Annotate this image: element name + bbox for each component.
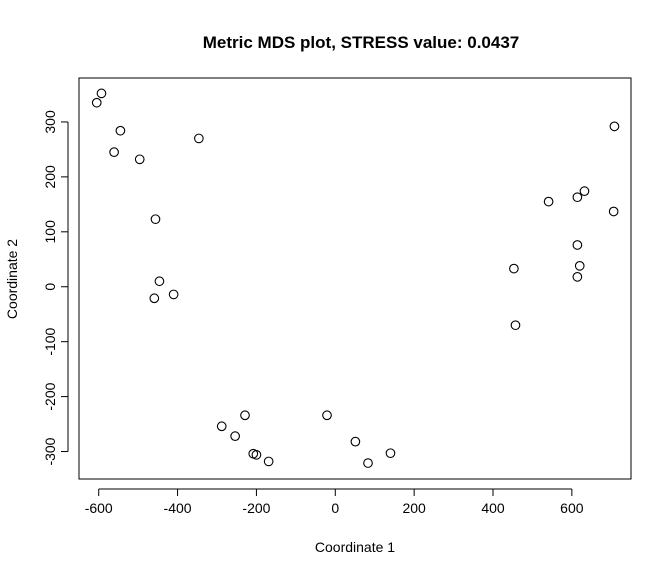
x-tick-label: -400: [164, 500, 192, 516]
x-tick-label: -200: [242, 500, 270, 516]
data-point: [216, 421, 227, 432]
data-point: [608, 206, 619, 217]
y-tick-label: -100: [42, 327, 58, 355]
data-point: [149, 293, 160, 304]
data-point: [509, 263, 519, 274]
data-point: [168, 289, 179, 300]
data-point: [150, 214, 161, 225]
data-point: [240, 410, 250, 421]
data-point: [230, 431, 240, 442]
y-tick-label: 300: [42, 110, 58, 134]
x-axis: -600 -400 -200 0 200 400 600: [85, 488, 584, 516]
x-tick-label: 0: [331, 500, 339, 516]
x-tick-label: 400: [481, 500, 505, 516]
plot-area-frame: [78, 77, 632, 480]
data-point: [154, 276, 165, 287]
data-point: [363, 458, 373, 468]
data-point: [115, 125, 126, 136]
data-point: [574, 261, 585, 271]
data-point: [263, 456, 274, 467]
data-point: [91, 97, 102, 108]
y-tick-label: 0: [42, 283, 58, 291]
x-tick-label: 600: [560, 500, 584, 516]
data-point: [322, 410, 332, 421]
y-tick-label: 100: [42, 220, 58, 244]
data-point: [572, 272, 583, 282]
data-point: [609, 121, 620, 132]
y-tick-label: -300: [42, 437, 58, 465]
x-tick-label: -600: [85, 500, 113, 516]
data-point: [251, 449, 262, 460]
data-point: [96, 88, 107, 99]
data-point: [194, 133, 204, 144]
y-axis-label: Coordinate 2: [4, 239, 20, 319]
y-tick-label: -200: [42, 382, 58, 410]
y-tick-label: 200: [42, 165, 58, 189]
data-point: [134, 154, 145, 165]
data-point: [350, 436, 361, 447]
x-tick-label: 200: [402, 500, 426, 516]
data-point: [510, 320, 521, 331]
data-point: [109, 147, 119, 158]
chart-title: Metric MDS plot, STRESS value: 0.0437: [203, 33, 519, 52]
data-point: [543, 196, 554, 207]
x-axis-label: Coordinate 1: [315, 539, 395, 555]
data-point: [572, 240, 583, 250]
data-point: [579, 186, 590, 197]
y-axis: -300 -200 -100 0 100 200 300: [42, 110, 69, 466]
data-point: [385, 448, 396, 459]
data-points: [91, 88, 620, 468]
data-point: [572, 192, 583, 203]
